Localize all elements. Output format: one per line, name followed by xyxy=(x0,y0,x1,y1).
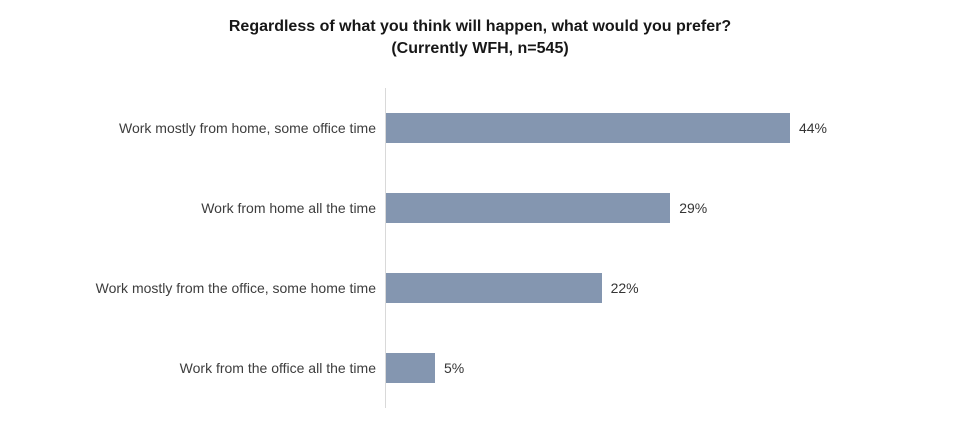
bar xyxy=(386,273,602,303)
chart-subtitle: (Currently WFH, n=545) xyxy=(391,40,569,57)
bar xyxy=(386,193,671,223)
chart-title: Regardless of what you think will happen… xyxy=(228,18,732,35)
plot-area-row: 44% xyxy=(385,88,827,168)
value-label: 22% xyxy=(610,280,639,296)
value-label: 5% xyxy=(444,360,465,376)
bar xyxy=(386,113,790,143)
plot-area-row: 29% xyxy=(385,168,827,248)
category-label: Work from home all the time xyxy=(201,200,376,216)
plot-area-row: 5% xyxy=(385,328,827,408)
chart-row: Work mostly from the office, some home t… xyxy=(0,248,960,328)
value-label: 44% xyxy=(798,120,827,136)
category-label: Work mostly from home, some office time xyxy=(119,120,376,136)
chart-row: Work from the office all the time 5% xyxy=(0,328,960,408)
value-label: 29% xyxy=(679,200,708,216)
category-label: Work from the office all the time xyxy=(179,360,376,376)
chart-row: Work from home all the time 29% xyxy=(0,168,960,248)
bar xyxy=(386,353,435,383)
chart-row: Work mostly from home, some office time … xyxy=(0,88,960,168)
category-label: Work mostly from the office, some home t… xyxy=(95,280,376,296)
plot-area-row: 22% xyxy=(385,248,827,328)
bar-chart: Work mostly from home, some office time … xyxy=(0,88,960,408)
chart-title-block: Regardless of what you think will happen… xyxy=(0,16,960,60)
